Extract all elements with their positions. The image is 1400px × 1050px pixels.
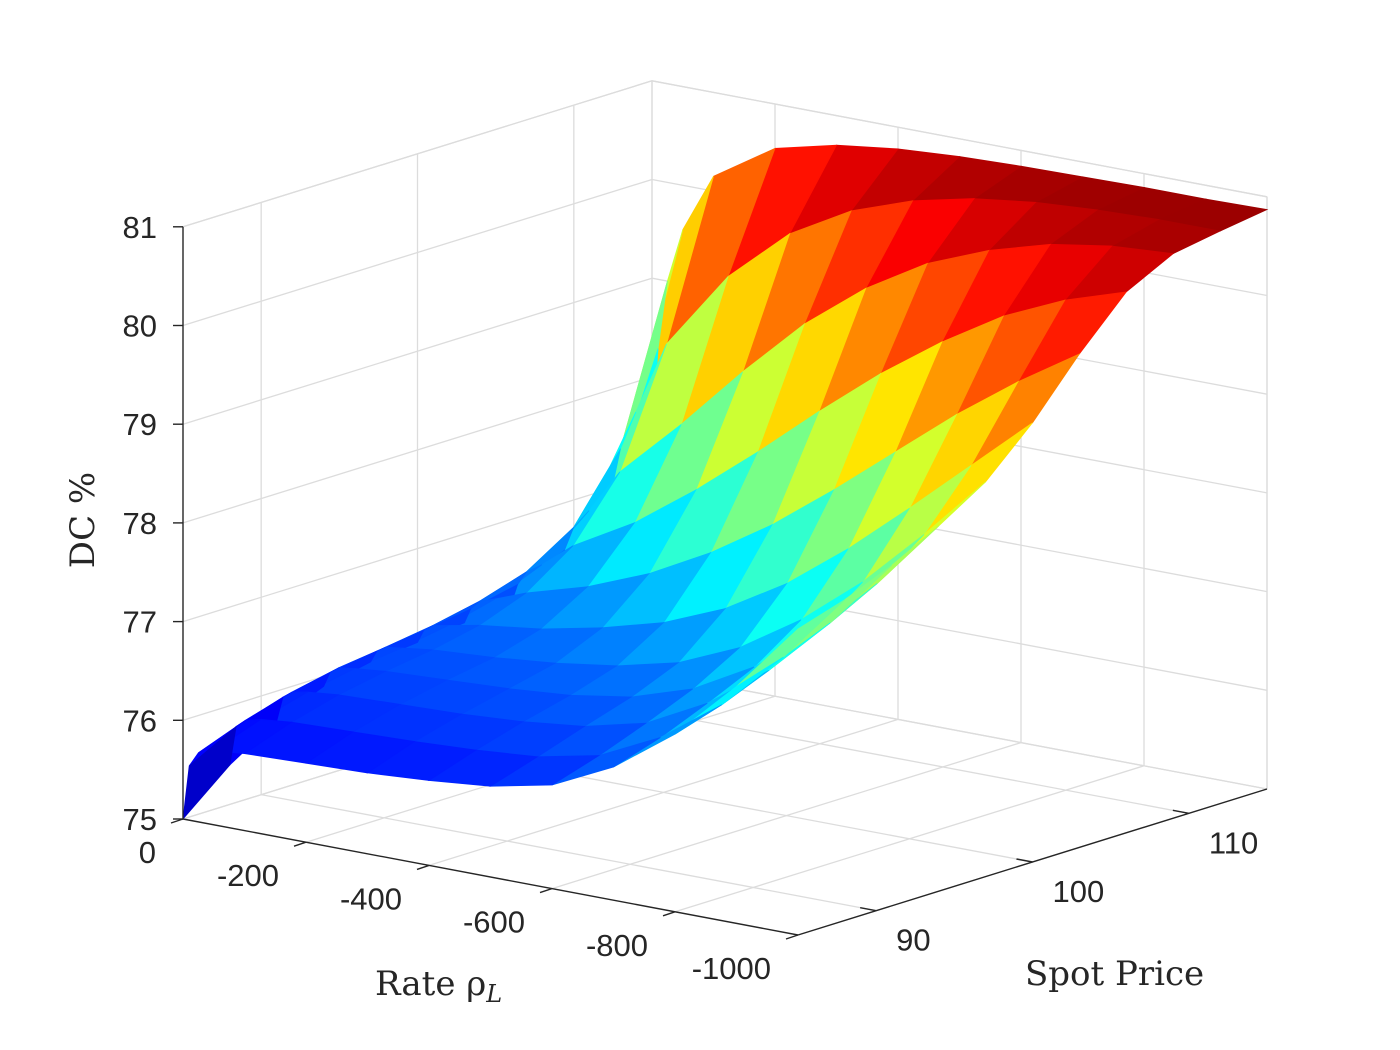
rate-tick-mark bbox=[785, 934, 799, 940]
tick-layer: 75 76 77 78 79 80 81 0 -200 -400 -600 -800 -1000 90 10… bbox=[123, 210, 1259, 986]
z-tick-label: 81 bbox=[123, 210, 157, 245]
y-axis-label: Spot Price bbox=[1025, 954, 1204, 994]
z-tick-label: 76 bbox=[123, 703, 157, 738]
rate-tick-label: -400 bbox=[340, 881, 402, 916]
z-tick-label: 75 bbox=[123, 802, 157, 837]
rate-tick-label: -1000 bbox=[692, 951, 771, 986]
spot-tick-label: 90 bbox=[896, 923, 930, 958]
z-gridline-side bbox=[651, 80, 1268, 198]
rate-tick-label: -800 bbox=[586, 928, 648, 963]
z-axis-label: DC % bbox=[63, 472, 103, 568]
spot-tick-mark bbox=[1172, 809, 1189, 815]
spot-tick-label: 110 bbox=[1209, 825, 1258, 860]
spot-gridline-floor bbox=[261, 794, 877, 912]
rate-tick-mark bbox=[662, 911, 676, 917]
spot-tick-mark bbox=[1016, 858, 1033, 863]
surface-patch bbox=[182, 725, 237, 821]
rate-tick-label: -600 bbox=[463, 905, 525, 940]
rate-tick-label: -200 bbox=[217, 858, 279, 893]
z-gridline-side bbox=[651, 672, 1268, 790]
rate-tick-mark bbox=[416, 864, 430, 871]
z-tick-label: 78 bbox=[123, 506, 157, 541]
rate-tick-label: 0 bbox=[139, 835, 156, 870]
axes-layer bbox=[170, 226, 1268, 940]
surface-layer bbox=[182, 144, 1269, 821]
rate-axis-line bbox=[182, 818, 799, 936]
rate-tick-mark bbox=[293, 841, 307, 847]
z-tick-label: 79 bbox=[123, 407, 157, 442]
spot-tick-mark bbox=[860, 906, 877, 912]
rate-tick-mark bbox=[170, 818, 184, 824]
rate-tick-mark bbox=[539, 887, 553, 894]
x-axis-label: Rate ρL bbox=[375, 964, 502, 1008]
z-tick-label: 80 bbox=[123, 309, 157, 344]
z-tick-label: 77 bbox=[123, 605, 157, 640]
spot-tick-label: 100 bbox=[1053, 874, 1105, 909]
